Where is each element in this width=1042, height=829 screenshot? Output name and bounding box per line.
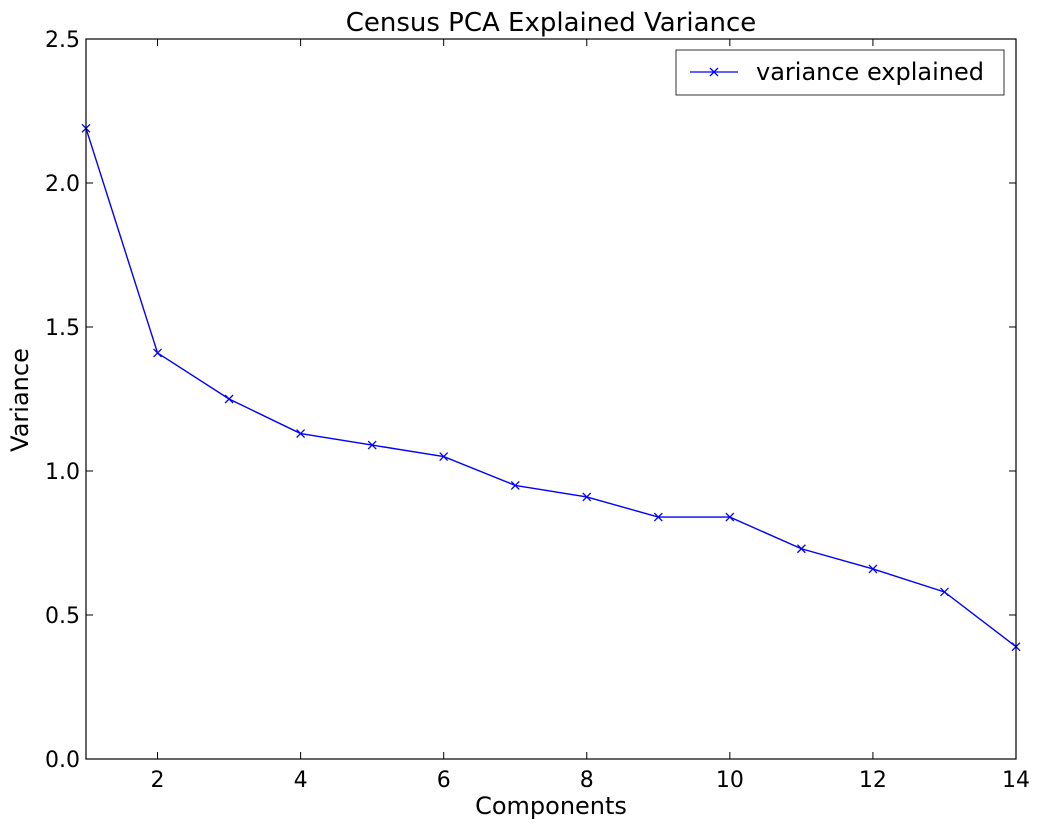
data-point-marker [653,512,663,522]
legend: variance explained [675,49,1005,96]
x-axis-label: Components [475,792,627,820]
y-tick-label: 1.5 [45,316,80,341]
data-point-marker [796,544,806,554]
y-axis-label: Variance [6,348,34,452]
x-tick-label: 4 [294,768,308,793]
axis-ticks: 2 4 6 8 10 12 14 0.0 0.5 1.0 1.5 2.0 2.5 [45,28,1030,793]
legend-marker [709,67,719,77]
data-point-marker [725,512,735,522]
data-point-marker [510,480,520,490]
legend-label: variance explained [756,58,984,86]
x-tick-label: 10 [716,768,744,793]
x-tick-label: 2 [151,768,165,793]
x-tick-label: 8 [580,768,594,793]
data-point-marker [868,564,878,574]
data-point-marker [367,440,377,450]
plot-series [81,123,1021,652]
x-tick-label: 14 [1002,768,1030,793]
y-tick-label: 2.5 [45,28,80,53]
y-tick-label: 1.0 [45,460,80,485]
data-point-marker [582,492,592,502]
y-tick-label: 2.0 [45,172,80,197]
x-tick-label: 6 [437,768,451,793]
x-tick-label: 12 [859,768,887,793]
y-tick-label: 0.0 [45,748,80,773]
series-line [85,128,1017,648]
data-point-marker [940,587,949,597]
data-point-marker [296,429,306,439]
plot-area-frame [85,38,1017,760]
data-point-marker [153,348,162,358]
chart-title: Census PCA Explained Variance [346,8,757,38]
data-point-marker [439,452,449,462]
y-tick-label: 0.5 [45,604,80,629]
data-point-marker [224,394,234,404]
